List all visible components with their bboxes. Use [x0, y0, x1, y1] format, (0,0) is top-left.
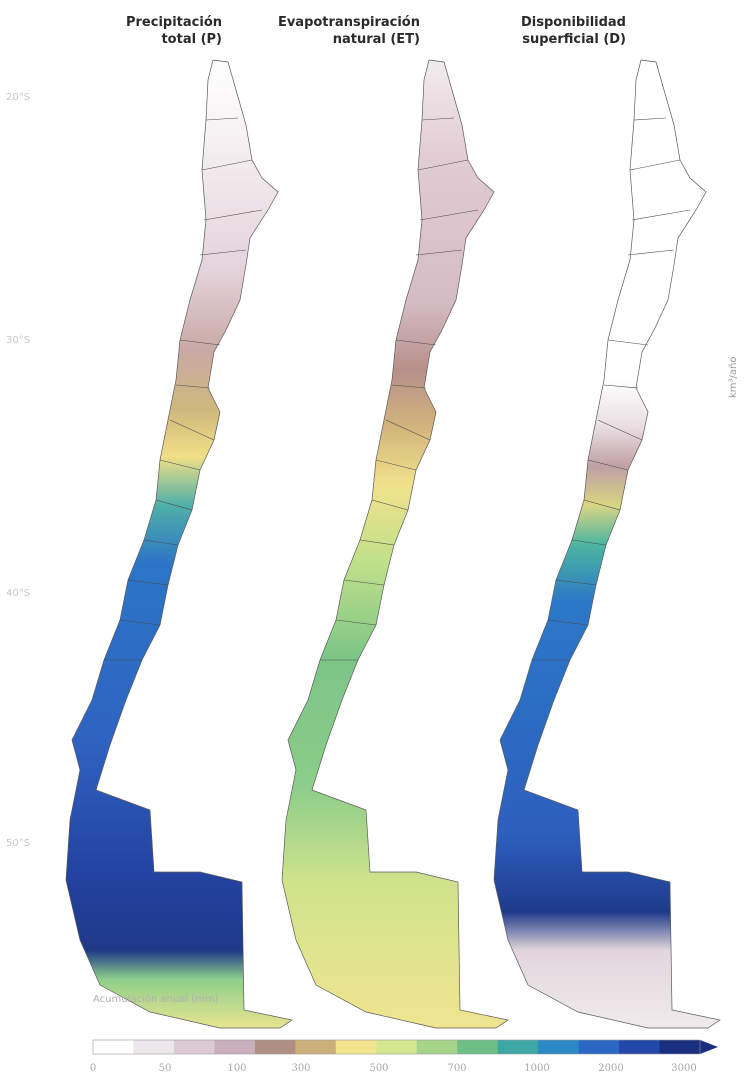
- colorbar-swatch: [335, 1040, 377, 1054]
- colorbar-tick-label: 3000: [671, 1063, 697, 1074]
- title-line: Precipitación: [125, 15, 222, 30]
- region-boundaries: [104, 117, 263, 661]
- panel-title-precipitation: Precipitación total (P): [70, 14, 222, 48]
- latitude-label-50s: 50°S: [6, 838, 31, 849]
- colorbar-swatch: [254, 1040, 296, 1054]
- colorbar: [92, 1039, 718, 1055]
- colorbar-swatch: [295, 1040, 337, 1054]
- chile-outline: [493, 59, 721, 1029]
- colorbar-swatch: [497, 1040, 539, 1054]
- panel-title-availability: Disponibilidad superficial (D): [474, 14, 626, 48]
- colorbar-swatch: [538, 1040, 580, 1054]
- chile-outline: [65, 59, 293, 1029]
- colorbar-tick-label: 300: [291, 1063, 311, 1074]
- colorbar-swatch: [457, 1040, 499, 1054]
- title-line: total (P): [161, 32, 222, 47]
- colorbar-border: [92, 1039, 701, 1055]
- colorbar-swatch: [416, 1040, 458, 1054]
- title-line: natural (ET): [332, 32, 420, 47]
- colorbar-swatch: [173, 1040, 215, 1054]
- colorbar-title: Acumulación anual (mm): [93, 994, 219, 1005]
- colorbar-tick-label: 0: [89, 1063, 97, 1074]
- colorbar-swatch: [659, 1040, 701, 1054]
- colorbar-swatch: [578, 1040, 620, 1054]
- map-evapotranspiration: [281, 59, 509, 1029]
- region-boundaries: [532, 117, 691, 661]
- latitude-label-20s: 20°S: [6, 92, 31, 103]
- colorbar-tick-label: 700: [447, 1063, 467, 1074]
- colorbar-tick-label: 1000: [524, 1063, 550, 1074]
- latitude-label-30s: 30°S: [6, 335, 31, 346]
- colorbar-extend-arrow: [700, 1040, 718, 1054]
- colorbar-swatch: [93, 1040, 134, 1054]
- colorbar-swatch: [376, 1040, 418, 1054]
- map-precipitation: [65, 59, 293, 1029]
- colorbar-swatch: [214, 1040, 256, 1054]
- colorbar-tick-label: 2000: [598, 1063, 624, 1074]
- colorbar-swatch: [133, 1040, 175, 1054]
- colorbar-tick-label: 100: [227, 1063, 247, 1074]
- chile-outline: [281, 59, 509, 1029]
- title-line: Disponibilidad: [521, 15, 626, 30]
- map-availability: [493, 59, 721, 1029]
- title-line: superficial (D): [522, 32, 626, 47]
- latitude-label-40s: 40°S: [6, 588, 31, 599]
- panel-title-evapotranspiration: Evapotranspiración natural (ET): [236, 14, 420, 48]
- region-boundaries: [320, 117, 479, 661]
- title-line: Evapotranspiración: [277, 15, 420, 30]
- colorbar-swatch: [619, 1040, 661, 1054]
- colorbar-tick-label: 500: [369, 1063, 389, 1074]
- colorbar-tick-label: 50: [158, 1063, 172, 1074]
